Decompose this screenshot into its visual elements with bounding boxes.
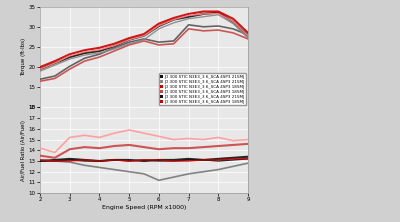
Y-axis label: Torque (ft-lbs): Torque (ft-lbs) xyxy=(21,38,26,76)
Legend: JD 300 STIC N3E3_3 6_SCA 4SP3 215MJ, JD 300 STIC N3E3_3 6_SCA 4SP3 215MJ, JD 300: JD 300 STIC N3E3_3 6_SCA 4SP3 215MJ, JD … xyxy=(159,73,246,105)
X-axis label: Engine Speed (RPM x1000): Engine Speed (RPM x1000) xyxy=(102,205,186,210)
Y-axis label: Air/Fuel Ratio (Air/Fuel): Air/Fuel Ratio (Air/Fuel) xyxy=(21,120,26,181)
